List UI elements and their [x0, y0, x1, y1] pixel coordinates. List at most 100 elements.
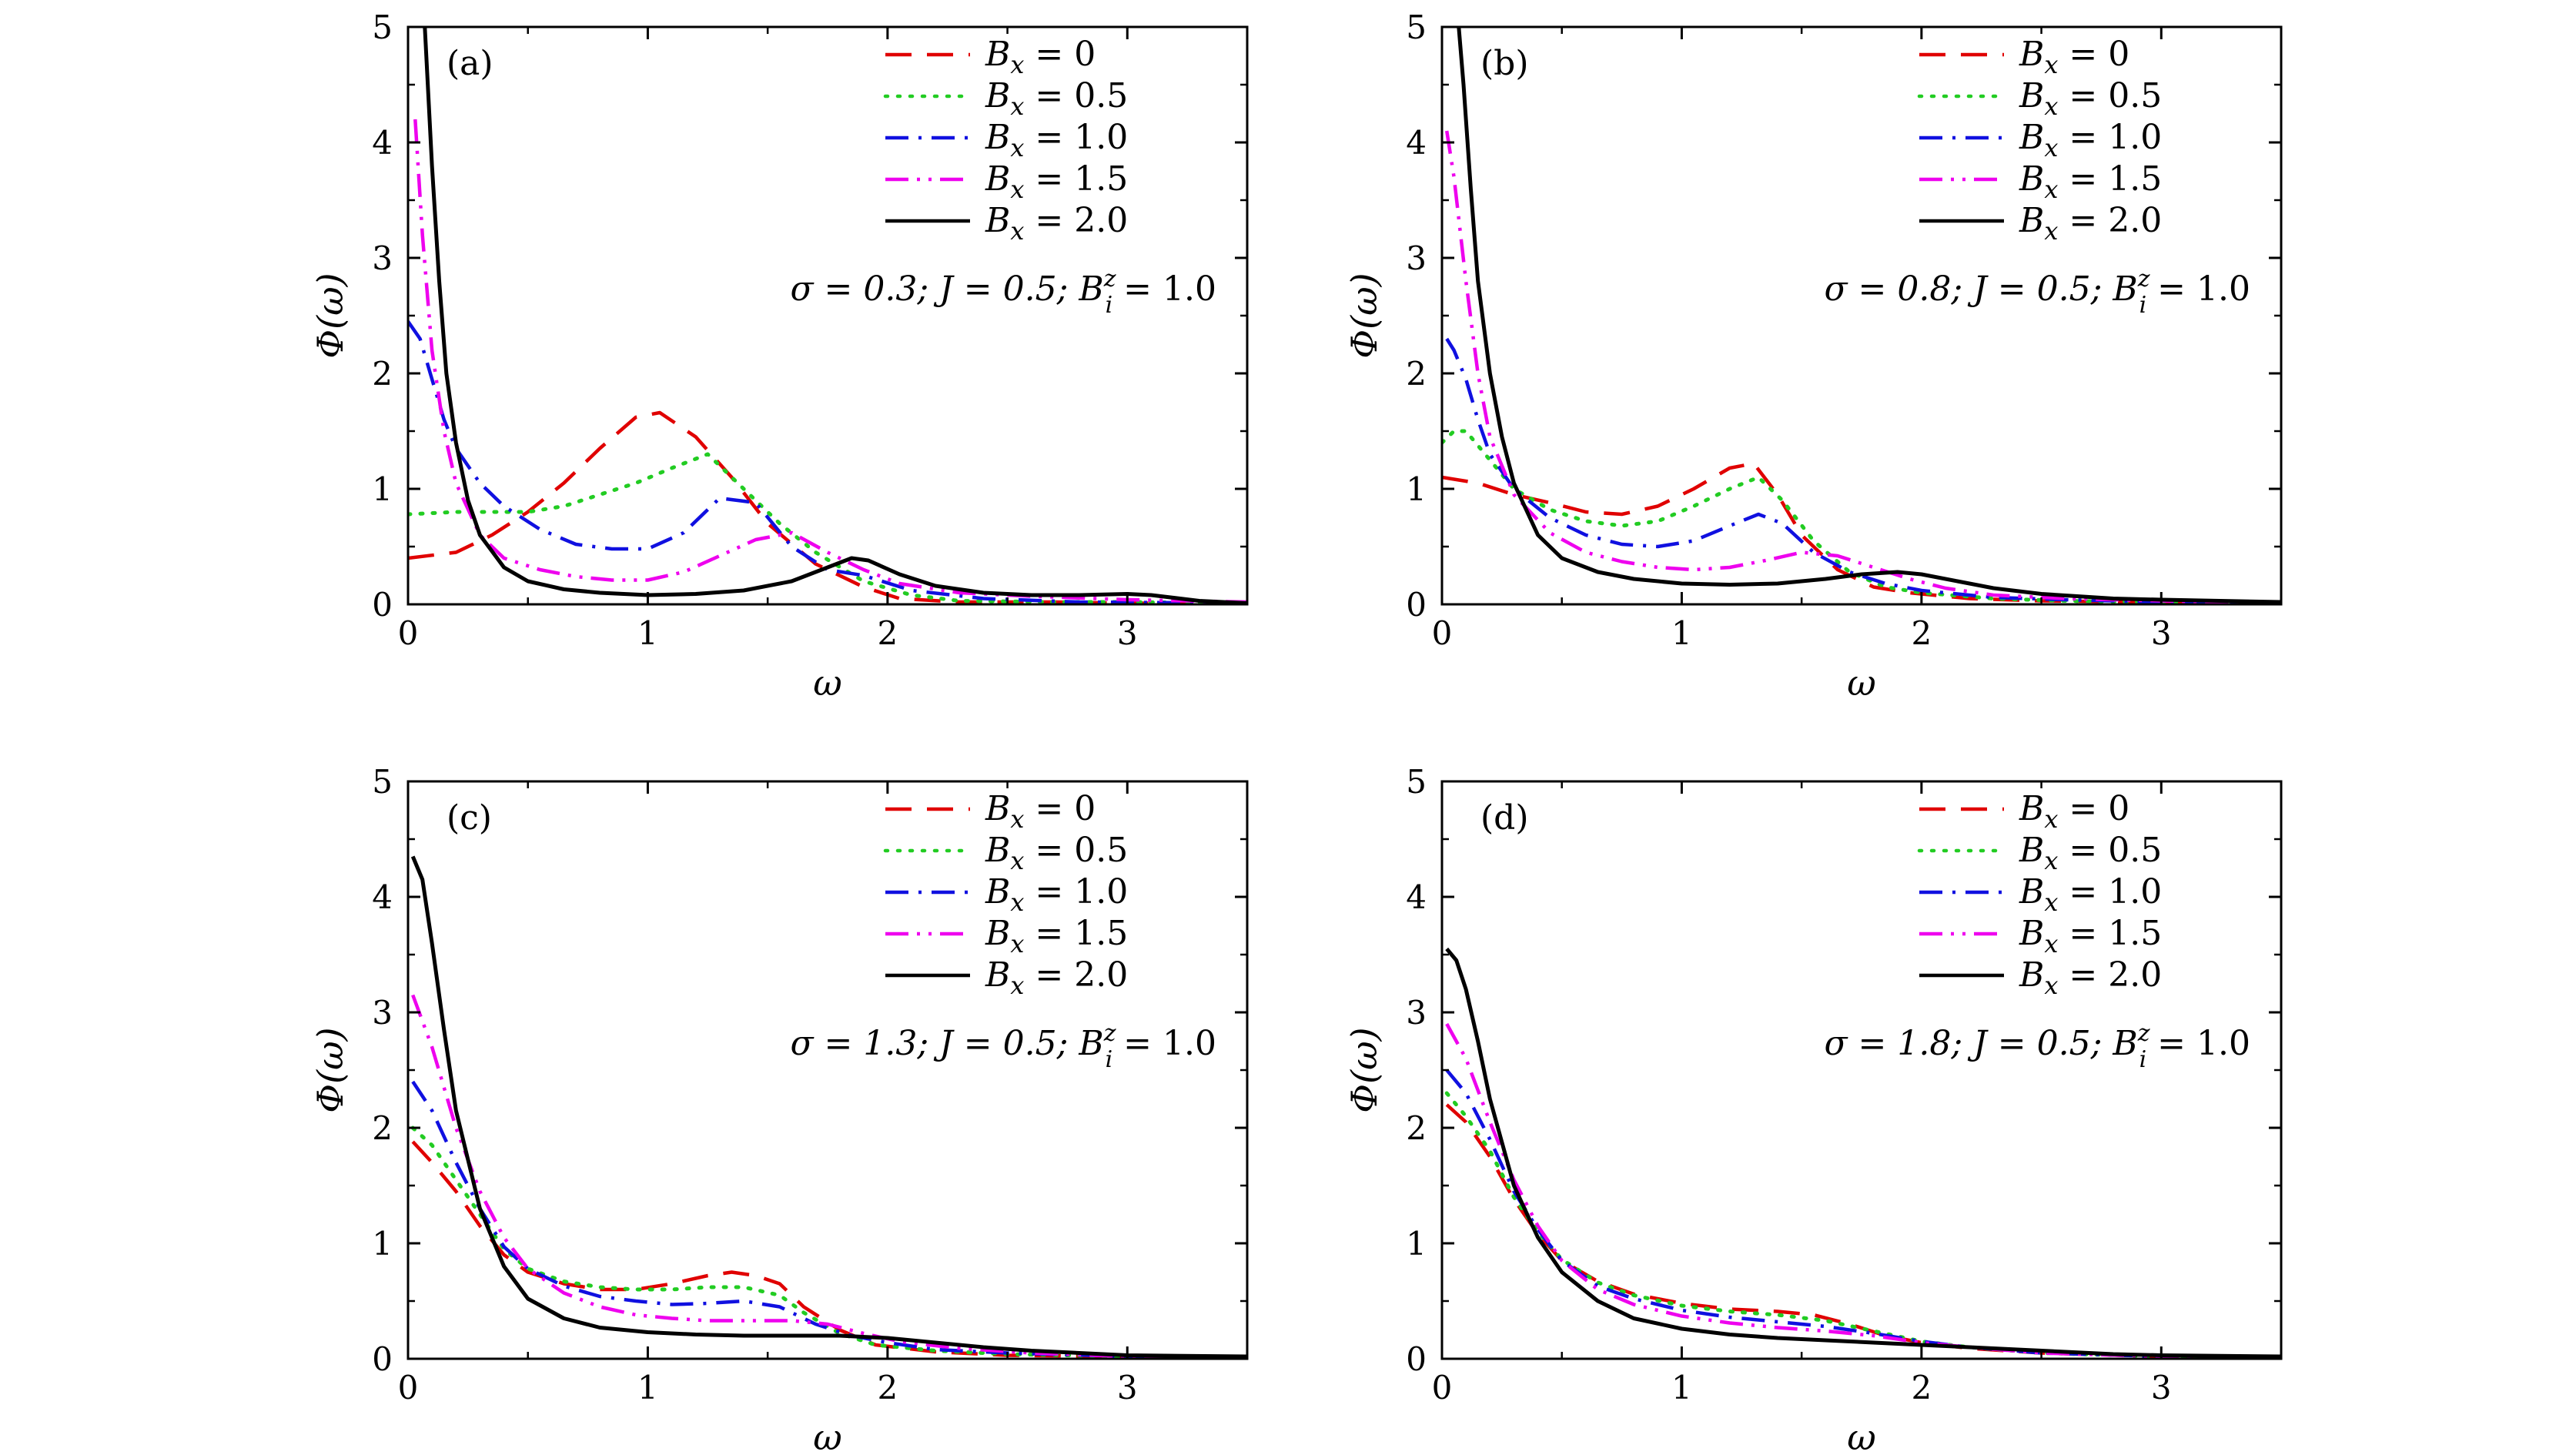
series-line-bx1.0: [411, 1080, 1247, 1359]
y-tick-label: 1: [1406, 470, 1427, 508]
x-axis-label: ω: [813, 662, 842, 704]
series-line-bx0.5: [1442, 429, 2281, 604]
x-tick-label: 1: [637, 614, 658, 652]
legend: Bx = 0Bx = 0.5Bx = 1.0Bx = 1.5Bx = 2.0: [883, 35, 1128, 246]
y-tick-label: 3: [372, 994, 393, 1032]
y-tick-label: 2: [1406, 1109, 1427, 1147]
y-tick-label: 0: [1406, 586, 1427, 624]
x-axis-label: ω: [1847, 1417, 1876, 1455]
panel-label: (a): [447, 44, 493, 83]
legend-label: Bx = 2.0: [985, 955, 1128, 1000]
legend-label: Bx = 0.5: [985, 76, 1128, 121]
y-tick-label: 4: [1406, 124, 1427, 162]
x-tick-label: 2: [1911, 614, 1932, 652]
legend-label: Bx = 1.0: [985, 872, 1128, 917]
series-line-bx1.5: [1444, 130, 2281, 604]
chart-panel-d: 0 1 2 3 0 1 2 3 4 5 ω Φ(ω) (d) Bx = 0Bx = 0.5Bx = 1.0…: [1343, 763, 2283, 1455]
x-tick-label: 1: [637, 1369, 658, 1406]
series-line-bx2.0: [423, 27, 1247, 604]
panel-label: (b): [1480, 44, 1529, 83]
legend-label: Bx = 2.0: [2019, 201, 2162, 246]
x-tick-label: 3: [1117, 614, 1138, 652]
x-tick-label: 0: [1432, 614, 1453, 652]
series-line-bx2.0: [1445, 947, 2281, 1359]
x-tick-label: 2: [1911, 1369, 1932, 1406]
legend-label: Bx = 2.0: [985, 201, 1128, 246]
panel-label: (c): [447, 798, 492, 838]
y-axis-label: Φ(ω): [309, 273, 351, 358]
series-line-bx1.0: [1445, 337, 2281, 604]
chart-panel-b: 0 1 2 3 0 1 2 3 4 5 ω Φ(ω) (b) Bx = 0Bx = 0.5Bx = 1.0…: [1343, 8, 2283, 704]
legend-label: Bx = 0.5: [2019, 831, 2162, 875]
x-tick-label: 2: [877, 1369, 898, 1406]
series-line-bx1.0: [408, 320, 1247, 604]
x-tick-label: 3: [1117, 1369, 1138, 1406]
legend-label: Bx = 1.0: [2019, 872, 2162, 917]
legend-label: Bx = 1.5: [2019, 914, 2162, 958]
series-line-bx0.5: [1444, 1091, 2281, 1359]
x-tick-label: 3: [2151, 1369, 2172, 1406]
series-line-bx0: [411, 1140, 1247, 1359]
y-tick-label: 2: [372, 355, 393, 393]
legend-label: Bx = 0: [985, 789, 1096, 834]
parameter-annotation: σ = 1.8; J = 0.5; Bz i = 1.0: [1824, 1020, 2250, 1073]
x-tick-label: 0: [1432, 1369, 1453, 1406]
legend-label: Bx = 0: [2019, 35, 2129, 79]
y-tick-label: 4: [1406, 878, 1427, 916]
parameter-annotation: σ = 1.3; J = 0.5; Bz i = 1.0: [790, 1020, 1216, 1073]
y-tick-label: 0: [372, 586, 393, 624]
y-tick-label: 0: [1406, 1340, 1427, 1378]
y-tick-label: 3: [1406, 239, 1427, 277]
y-tick-label: 1: [372, 470, 393, 508]
legend-label: Bx = 1.0: [2019, 118, 2162, 162]
y-tick-label: 4: [372, 124, 393, 162]
x-tick-label: 2: [877, 614, 898, 652]
series-line-bx2.0: [410, 855, 1247, 1359]
series-line-bx0: [408, 410, 1247, 604]
chart-panel-a: 0 1 2 3 0 1 2 3 4 5 ω Φ(ω) (a) Bx = 0Bx = 0.5Bx = 1.0…: [309, 8, 1249, 704]
x-axis-label: ω: [1847, 662, 1876, 704]
legend: Bx = 0Bx = 0.5Bx = 1.0Bx = 1.5Bx = 2.0: [1917, 35, 2162, 246]
series-line-bx0: [1442, 461, 2281, 604]
parameter-annotation: σ = 0.3; J = 0.5; Bz i = 1.0: [790, 266, 1216, 319]
y-tick-label: 4: [372, 878, 393, 916]
legend-label: Bx = 1.5: [2019, 159, 2162, 204]
x-tick-label: 1: [1671, 1369, 1692, 1406]
y-tick-label: 1: [1406, 1225, 1427, 1263]
series-line-bx1.5: [1445, 1022, 2281, 1359]
y-tick-label: 1: [372, 1225, 393, 1263]
x-tick-label: 0: [398, 1369, 419, 1406]
y-tick-label: 2: [372, 1109, 393, 1147]
legend: Bx = 0Bx = 0.5Bx = 1.0Bx = 1.5Bx = 2.0: [883, 789, 1128, 1000]
legend-label: Bx = 1.0: [985, 118, 1128, 162]
x-tick-label: 1: [1671, 614, 1692, 652]
series-line-bx0.5: [408, 452, 1247, 604]
x-tick-label: 3: [2151, 614, 2172, 652]
y-tick-label: 0: [372, 1340, 393, 1378]
y-tick-label: 5: [372, 8, 393, 46]
x-axis-label: ω: [813, 1417, 842, 1455]
chart-panel-c: 0 1 2 3 0 1 2 3 4 5 ω Φ(ω) (c) Bx = 0Bx = 0.5Bx = 1.0…: [309, 763, 1249, 1455]
legend-label: Bx = 2.0: [2019, 955, 2162, 1000]
series-line-bx1.5: [413, 119, 1247, 604]
panel-label: (d): [1480, 798, 1529, 838]
series-line-bx0.5: [410, 1126, 1247, 1359]
y-axis-label: Φ(ω): [1343, 1027, 1385, 1112]
y-tick-label: 5: [1406, 763, 1427, 801]
y-tick-label: 3: [1406, 994, 1427, 1032]
series-line-bx1.0: [1445, 1069, 2281, 1359]
y-tick-label: 5: [1406, 8, 1427, 46]
y-axis-label: Φ(ω): [309, 1027, 351, 1112]
legend-label: Bx = 0: [985, 35, 1096, 79]
legend: Bx = 0Bx = 0.5Bx = 1.0Bx = 1.5Bx = 2.0: [1917, 789, 2162, 1000]
y-tick-label: 5: [372, 763, 393, 801]
legend-label: Bx = 0.5: [2019, 76, 2162, 121]
y-tick-label: 2: [1406, 355, 1427, 393]
x-tick-label: 0: [398, 614, 419, 652]
series-line-bx2.0: [1457, 27, 2281, 604]
legend-label: Bx = 1.5: [985, 159, 1128, 204]
y-axis-label: Φ(ω): [1343, 273, 1385, 358]
legend-label: Bx = 1.5: [985, 914, 1128, 958]
legend-label: Bx = 0: [2019, 789, 2129, 834]
